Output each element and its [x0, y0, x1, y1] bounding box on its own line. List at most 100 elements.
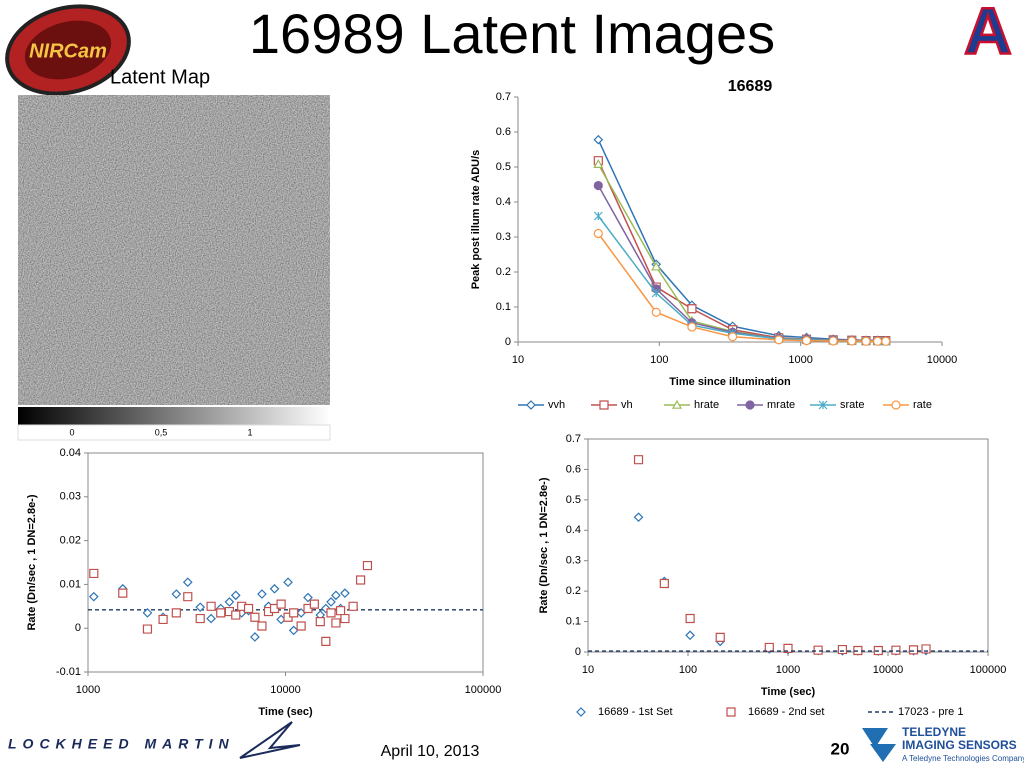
- x-tick-label: 100000: [465, 684, 502, 696]
- marker: [331, 590, 341, 601]
- marker: [250, 612, 260, 622]
- y-axis-label: Peak post illum rate ADU/s: [470, 150, 482, 290]
- legend-marker: [818, 400, 828, 410]
- marker: [183, 592, 193, 602]
- marker: [243, 603, 254, 614]
- marker: [801, 336, 812, 346]
- marker: [687, 304, 697, 314]
- marker: [216, 608, 226, 618]
- marker: [171, 608, 181, 618]
- series-line: [597, 185, 886, 342]
- y-tick-label: 0.7: [566, 433, 581, 445]
- date: April 10, 2013: [381, 743, 480, 760]
- y-axis-label: Rate (Dn/sec , 1 DN=2.8e-): [538, 477, 550, 613]
- x-tick-label: 100: [650, 354, 668, 366]
- marker: [320, 603, 331, 614]
- x-tick-label: 10: [582, 664, 594, 676]
- legend-label: 16689 - 2nd set: [748, 706, 824, 718]
- marker: [651, 261, 662, 271]
- plot-frame: [587, 438, 989, 653]
- legend-marker: [891, 400, 901, 410]
- x-tick-label: 1000: [76, 684, 100, 696]
- marker: [593, 180, 603, 191]
- marker: [362, 560, 373, 571]
- marker: [88, 591, 99, 602]
- y-tick-label: 0.7: [496, 91, 511, 103]
- chart-title: 16689: [728, 78, 773, 95]
- nircam-logo-text: NIRCam: [29, 40, 107, 62]
- marker: [335, 606, 346, 616]
- marker: [921, 644, 931, 654]
- marker: [182, 577, 193, 588]
- legend-label: 17023 - pre 1: [898, 706, 963, 718]
- marker: [908, 645, 919, 655]
- series-line: [597, 160, 886, 342]
- x-tick-label: 10000: [873, 664, 904, 676]
- y-tick-label: 0: [505, 336, 511, 348]
- marker: [633, 455, 644, 465]
- y-tick-label: 0.1: [496, 301, 511, 313]
- y-tick-label: 0.03: [60, 491, 81, 503]
- y-tick-label: 0: [75, 622, 81, 634]
- marker: [231, 610, 241, 620]
- marker: [250, 632, 260, 642]
- legend-label: srate: [840, 399, 864, 411]
- marker: [685, 630, 695, 641]
- marker: [728, 332, 738, 342]
- marker: [651, 288, 661, 298]
- marker: [206, 613, 216, 624]
- marker: [651, 307, 661, 317]
- slide-title: 16989 Latent Images: [249, 2, 775, 65]
- page-number: 20: [831, 739, 850, 758]
- colorbar-label: 1: [247, 427, 252, 437]
- marker: [715, 632, 725, 642]
- marker: [340, 613, 350, 624]
- y-tick-label: 0.3: [496, 231, 511, 243]
- marker: [331, 618, 341, 628]
- arizona-logo: A: [963, 0, 1013, 69]
- marker: [206, 601, 216, 611]
- marker: [813, 645, 823, 655]
- marker: [257, 621, 267, 631]
- marker: [283, 577, 293, 588]
- legend-label: 16689 - 1st Set: [598, 706, 673, 718]
- marker: [142, 608, 153, 618]
- legend-label: vvh: [548, 399, 565, 411]
- marker: [348, 601, 358, 611]
- marker: [321, 636, 331, 646]
- legend-label: rate: [913, 399, 932, 411]
- y-tick-label: 0.2: [496, 266, 511, 278]
- y-tick-label: 0.4: [566, 524, 581, 536]
- series-line: [597, 215, 886, 343]
- teledyne-division: IMAGING SENSORS: [902, 738, 1017, 752]
- x-tick-label: 100: [679, 664, 697, 676]
- teledyne-name: TELEDYNE: [902, 725, 966, 739]
- colorbar: [18, 407, 330, 425]
- marker: [288, 625, 299, 636]
- marker: [593, 211, 603, 221]
- marker: [355, 575, 366, 585]
- x-tick-label: 100000: [970, 664, 1007, 676]
- legend-label: vh: [621, 399, 633, 411]
- marker: [685, 613, 695, 624]
- marker: [783, 643, 793, 653]
- legend-label: hrate: [694, 399, 719, 411]
- marker: [593, 228, 603, 239]
- y-tick-label: 0.5: [566, 494, 581, 506]
- teledyne-tagline: A Teledyne Technologies Company: [902, 754, 1024, 763]
- y-tick-label: 0: [575, 646, 581, 658]
- marker: [296, 621, 306, 631]
- x-tick-label: 1000: [788, 354, 812, 366]
- marker: [881, 336, 891, 346]
- marker: [224, 597, 235, 607]
- marker: [828, 336, 838, 346]
- y-tick-label: 0.04: [60, 447, 81, 459]
- x-tick-label: 10000: [270, 684, 301, 696]
- marker: [309, 599, 319, 609]
- lockheed-logo: LOCKHEED MARTIN: [8, 736, 235, 752]
- marker: [315, 617, 325, 627]
- marker: [89, 568, 99, 579]
- x-tick-label: 1000: [776, 664, 800, 676]
- x-tick-label: 10: [512, 354, 524, 366]
- y-tick-label: 0.1: [566, 615, 581, 627]
